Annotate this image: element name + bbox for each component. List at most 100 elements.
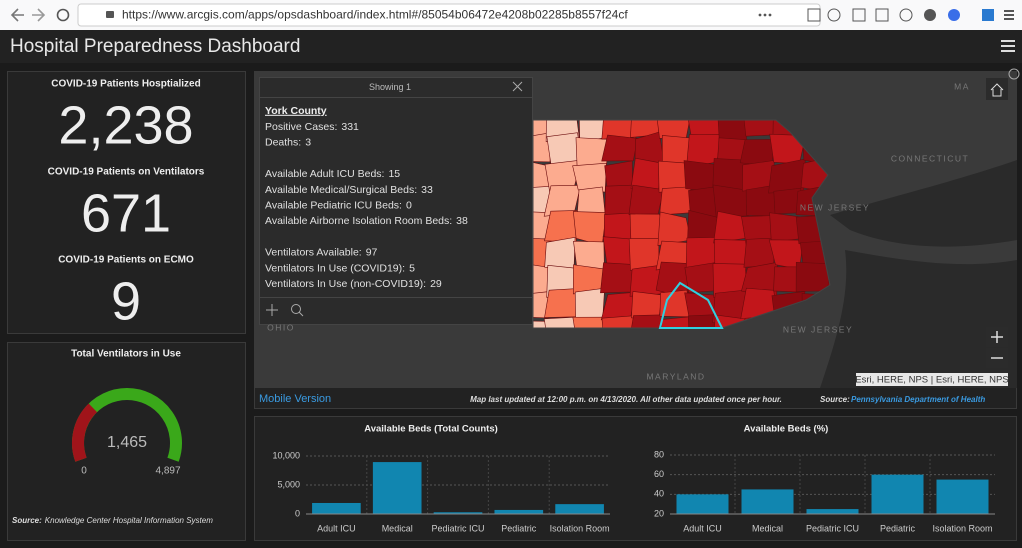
menu-button[interactable]: [1001, 40, 1015, 52]
y-tick-label: 0: [295, 508, 300, 518]
popup-line: Available Airborne Isolation Room Beds: 3…: [265, 215, 468, 227]
pan-action[interactable]: [266, 304, 278, 316]
bar: [936, 479, 989, 514]
popup-line: Deaths: 3: [265, 136, 311, 148]
popup-line-value: 5: [409, 262, 415, 274]
bar: [312, 502, 361, 514]
map-label: OHIO: [267, 322, 295, 332]
popup-line-label: Available Airborne Isolation Room Beds:: [265, 215, 452, 227]
y-tick-label: 5,000: [277, 479, 300, 489]
zoom-action[interactable]: [291, 304, 301, 314]
popup-line: Ventilators In Use (non-COVID19): 29: [265, 278, 442, 290]
y-tick-label: 20: [654, 508, 664, 518]
gauge-value-arc: [72, 403, 98, 462]
gauge-title: Total Ventilators in Use: [71, 349, 181, 360]
county: [628, 184, 664, 215]
county: [795, 261, 830, 292]
bar: [494, 509, 544, 514]
county: [572, 162, 607, 193]
x-tick-label: Medical: [752, 523, 783, 533]
map-note: Map last updated at 12:00 p.m. on 4/13/2…: [470, 395, 782, 404]
mobile-link[interactable]: Mobile Version: [259, 393, 331, 405]
x-tick-label: Medical: [382, 523, 413, 533]
fullscreen-button[interactable]: [1008, 68, 1020, 80]
indicator-label: COVID-19 Patients Hosptialized: [51, 79, 200, 90]
popup-line-label: Available Adult ICU Beds:: [265, 168, 384, 180]
county: [543, 316, 579, 328]
county: [712, 184, 750, 218]
county: [714, 239, 750, 271]
county: [661, 316, 694, 328]
x-tick-label: Adult ICU: [683, 523, 722, 533]
indicator-value: 9: [111, 271, 141, 331]
reload-button[interactable]: [56, 8, 70, 22]
popup-line-label: Positive Cases:: [265, 121, 337, 133]
map-source[interactable]: Pennsylvania Department of Health: [851, 395, 985, 404]
map-label: NEW JERSEY: [783, 324, 853, 334]
county: [601, 134, 638, 162]
map-label: MA: [954, 81, 970, 91]
popup: [259, 77, 533, 325]
indicator-panel: [7, 71, 246, 334]
map-attribution: Esri, HERE, NPS | Esri, HERE, NPS: [855, 375, 1008, 386]
popup-line-label: Deaths:: [265, 136, 301, 148]
gauge-min: 0: [81, 466, 87, 477]
bar: [741, 489, 794, 514]
gauge-source: Source: Knowledge Center Hospital Informa…: [12, 516, 213, 525]
popup-line-value: 15: [388, 168, 400, 180]
popup-line-label: Available Medical/Surgical Beds:: [265, 184, 417, 196]
x-tick-label: Isolation Room: [550, 523, 610, 533]
county: [826, 263, 830, 297]
popup-line-value: 3: [305, 136, 311, 148]
forward-button[interactable]: [32, 8, 46, 22]
popup-close[interactable]: [512, 81, 523, 92]
map-home-button[interactable]: [986, 78, 1008, 100]
county: [773, 266, 800, 293]
url-text: https://www.arcgis.com/apps/opsdashboard…: [122, 8, 628, 22]
bar: [806, 509, 859, 514]
bar: [555, 504, 604, 514]
popup-line-value: 29: [430, 278, 442, 290]
popup-line-value: 38: [456, 215, 468, 227]
zoom-in-button[interactable]: [986, 327, 1008, 347]
county: [533, 132, 552, 163]
map-label: CONNECTICUT: [891, 153, 969, 163]
x-tick-label: Pediatric: [501, 523, 537, 533]
toolbar-icons: [758, 8, 1014, 22]
bar: [433, 512, 483, 514]
popup-header: Showing 1: [369, 82, 411, 92]
county: [601, 315, 635, 328]
zoom-out-button[interactable]: [986, 348, 1008, 368]
x-tick-label: Pediatric: [880, 523, 916, 533]
county: [572, 316, 605, 328]
county: [544, 236, 576, 270]
bar: [676, 494, 729, 514]
chart-title: Available Beds (%): [744, 424, 829, 435]
state-outline: [532, 119, 831, 329]
y-tick-label: 80: [654, 449, 664, 459]
dashboard-title: Hospital Preparedness Dashboard: [10, 36, 300, 57]
popup-line-label: Available Pediatric ICU Beds:: [265, 199, 402, 211]
popup-line-value: 0: [406, 199, 412, 211]
y-tick-label: 60: [654, 469, 664, 479]
popup-line-label: Ventilators In Use (COVID19):: [265, 262, 405, 274]
popup-line-value: 33: [421, 184, 433, 196]
water: [820, 250, 1017, 388]
x-tick-label: Pediatric ICU: [806, 523, 859, 533]
county: [628, 238, 660, 271]
back-button[interactable]: [10, 8, 24, 22]
county: [533, 291, 550, 319]
lock-icon: [106, 11, 114, 18]
indicator-value: 2,238: [58, 95, 193, 155]
x-tick-label: Isolation Room: [932, 523, 992, 533]
popup-actions: [266, 304, 304, 317]
attribution-box: [856, 373, 1008, 386]
popup-line-value: 331: [341, 121, 359, 133]
zoom-action-handle: [298, 311, 304, 317]
gauge-max: 4,897: [155, 466, 180, 477]
x-tick-label: Pediatric ICU: [431, 523, 484, 533]
county: [687, 314, 719, 328]
selected-county: [658, 281, 724, 329]
x-tick-label: Adult ICU: [317, 523, 356, 533]
